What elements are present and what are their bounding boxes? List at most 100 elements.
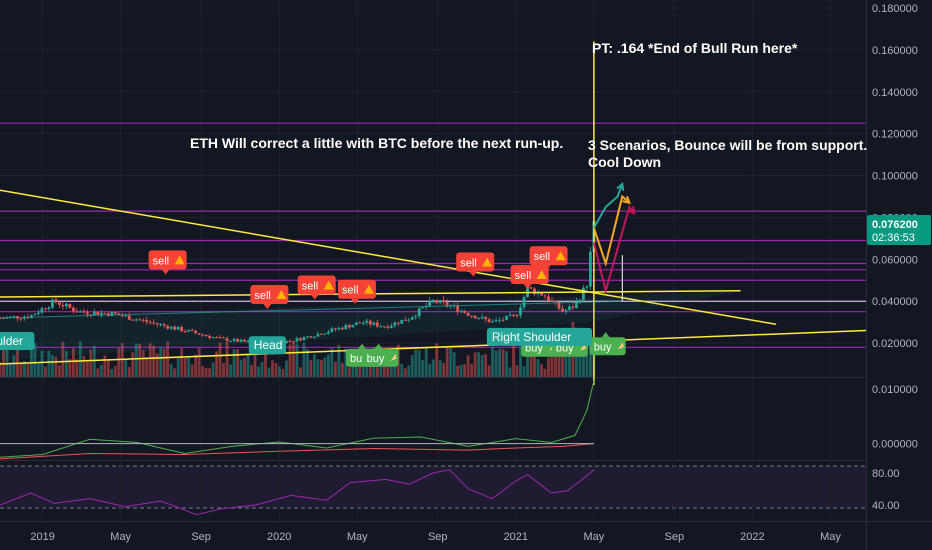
trendline[interactable] xyxy=(0,329,867,365)
candle[interactable] xyxy=(323,333,327,335)
candle[interactable] xyxy=(578,299,582,302)
candle[interactable] xyxy=(183,331,187,333)
candle[interactable] xyxy=(351,325,355,328)
candle[interactable] xyxy=(78,311,82,313)
candle[interactable] xyxy=(508,314,512,316)
candle[interactable] xyxy=(113,312,117,314)
candle[interactable] xyxy=(431,300,435,302)
candle[interactable] xyxy=(134,319,138,321)
candle[interactable] xyxy=(288,340,292,342)
candle[interactable] xyxy=(512,314,515,316)
candle[interactable] xyxy=(585,286,589,288)
candle[interactable] xyxy=(229,340,232,342)
candle[interactable] xyxy=(393,322,397,326)
candle[interactable] xyxy=(180,326,184,332)
pattern-badge[interactable] xyxy=(0,332,35,351)
candle[interactable] xyxy=(372,322,376,325)
candle[interactable] xyxy=(232,339,236,341)
candle[interactable] xyxy=(361,322,365,324)
candle[interactable] xyxy=(403,319,407,321)
sell-badge[interactable] xyxy=(250,284,289,304)
candle[interactable] xyxy=(187,330,191,332)
candle[interactable] xyxy=(407,319,411,321)
candle[interactable] xyxy=(211,337,215,339)
buy-badge[interactable] xyxy=(589,337,626,356)
candle[interactable] xyxy=(197,333,201,335)
candle[interactable] xyxy=(337,327,341,330)
candle[interactable] xyxy=(103,312,107,314)
candle[interactable] xyxy=(438,300,442,303)
candle[interactable] xyxy=(96,311,100,315)
projection-path[interactable] xyxy=(593,183,624,229)
candle[interactable] xyxy=(285,340,288,344)
candle[interactable] xyxy=(152,322,156,324)
candle[interactable] xyxy=(30,315,33,318)
candle[interactable] xyxy=(302,337,306,341)
candle[interactable] xyxy=(428,300,432,307)
candle[interactable] xyxy=(333,328,337,330)
candle[interactable] xyxy=(64,303,68,307)
candle[interactable] xyxy=(386,326,390,328)
candle[interactable] xyxy=(239,339,243,342)
candle[interactable] xyxy=(354,322,358,326)
candle[interactable] xyxy=(201,334,205,336)
candle[interactable] xyxy=(145,319,149,322)
candle[interactable] xyxy=(215,337,218,339)
candle[interactable] xyxy=(141,319,145,321)
candle[interactable] xyxy=(494,320,498,322)
candle[interactable] xyxy=(340,327,344,330)
candle[interactable] xyxy=(204,334,208,337)
candle[interactable] xyxy=(561,308,564,312)
candle[interactable] xyxy=(75,311,79,313)
candle[interactable] xyxy=(173,326,177,330)
candle[interactable] xyxy=(85,312,89,315)
buy-badge[interactable] xyxy=(362,348,399,367)
candle[interactable] xyxy=(522,297,526,308)
candle[interactable] xyxy=(176,326,180,330)
sell-badge[interactable] xyxy=(510,265,549,285)
candle[interactable] xyxy=(92,311,96,316)
macd-pane[interactable] xyxy=(0,378,866,460)
candle[interactable] xyxy=(120,315,124,317)
candle[interactable] xyxy=(148,321,152,323)
candle[interactable] xyxy=(589,251,592,287)
candle[interactable] xyxy=(382,326,386,328)
projection-path[interactable] xyxy=(592,204,635,295)
candle[interactable] xyxy=(37,312,40,315)
candle[interactable] xyxy=(543,295,547,297)
candle[interactable] xyxy=(19,318,23,320)
candle[interactable] xyxy=(33,314,37,316)
candle[interactable] xyxy=(306,336,309,338)
candle[interactable] xyxy=(159,324,163,326)
candle[interactable] xyxy=(421,307,425,309)
candle[interactable] xyxy=(12,316,16,318)
candle[interactable] xyxy=(456,305,460,312)
candle[interactable] xyxy=(529,287,533,289)
candle[interactable] xyxy=(515,314,519,316)
candle[interactable] xyxy=(417,308,421,317)
sell-badge[interactable] xyxy=(297,275,336,295)
sell-badge[interactable] xyxy=(456,252,495,272)
pattern-badge[interactable] xyxy=(486,327,593,346)
candle[interactable] xyxy=(292,341,295,343)
candle[interactable] xyxy=(459,310,463,312)
candle[interactable] xyxy=(375,322,379,327)
sell-badge[interactable] xyxy=(337,279,376,299)
candle[interactable] xyxy=(295,338,299,342)
candle[interactable] xyxy=(89,314,93,316)
candle[interactable] xyxy=(477,318,481,320)
candle[interactable] xyxy=(505,315,508,320)
candle[interactable] xyxy=(169,326,173,329)
candle[interactable] xyxy=(194,330,198,334)
candle[interactable] xyxy=(484,316,487,320)
candle[interactable] xyxy=(131,319,135,321)
candle[interactable] xyxy=(316,333,320,337)
candle[interactable] xyxy=(365,320,369,323)
candle[interactable] xyxy=(400,319,404,324)
candle[interactable] xyxy=(47,307,51,310)
candle[interactable] xyxy=(2,318,5,320)
candle[interactable] xyxy=(473,315,477,319)
candle[interactable] xyxy=(347,325,351,328)
candle[interactable] xyxy=(222,337,225,339)
time-scale[interactable] xyxy=(0,521,866,550)
